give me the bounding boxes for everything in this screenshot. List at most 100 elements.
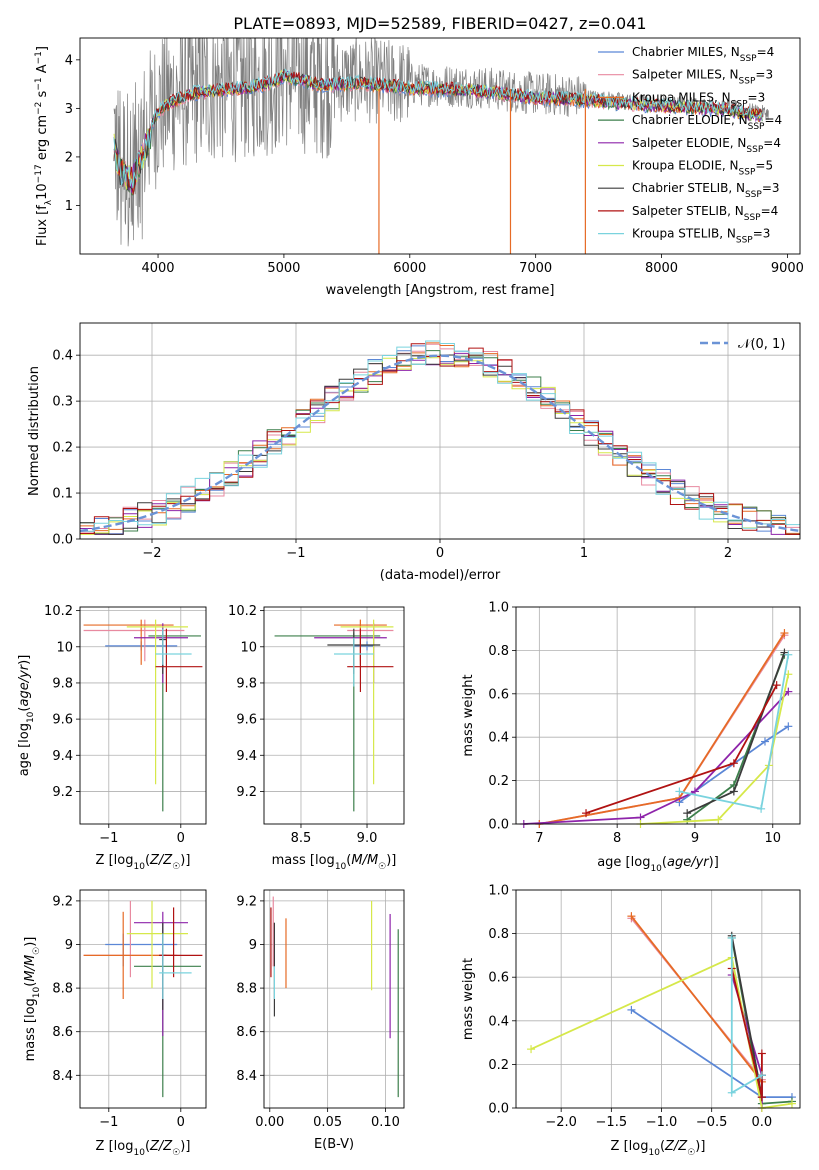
y-tick-label: 0.1 bbox=[52, 487, 73, 502]
residuals-frame bbox=[79, 322, 801, 540]
age_vs_mass-frame bbox=[263, 606, 405, 825]
x-axis-label: age [log10(age/yr)] bbox=[597, 855, 719, 874]
y-tick-label: 1 bbox=[65, 199, 73, 214]
y-axis-label: mass weight bbox=[461, 958, 476, 1040]
spectrum-legend: Chabrier MILES, NSSP=4 Salpeter MILES, NS… bbox=[598, 45, 782, 246]
x-tick-label: 2 bbox=[724, 546, 732, 561]
y-tick-label: 8.8 bbox=[236, 982, 257, 997]
x-tick-label: −1 bbox=[286, 546, 305, 561]
y-tick-label: 10 bbox=[240, 640, 257, 655]
x-tick-label: −1 bbox=[99, 831, 118, 846]
y-tick-label: 0.4 bbox=[488, 1014, 509, 1029]
x-axis-label: E(B-V) bbox=[314, 1137, 354, 1152]
y-tick-label: 9 bbox=[249, 938, 257, 953]
weight-series-line bbox=[539, 634, 786, 825]
x-tick-label: 8.5 bbox=[291, 831, 312, 846]
x-tick-label: −1.5 bbox=[596, 1115, 628, 1130]
x-axis-label: Z [log10(Z/Z☉)] bbox=[611, 1139, 706, 1158]
y-tick-label: 0.0 bbox=[488, 818, 509, 833]
normal-curve-line bbox=[80, 354, 800, 533]
legend-entry-label: 𝒩(0, 1) bbox=[738, 337, 785, 352]
weight-series-line bbox=[523, 690, 789, 825]
y-tick-label: 9.4 bbox=[236, 749, 257, 764]
weight-series-line bbox=[730, 935, 763, 1098]
y-tick-label: 8.6 bbox=[52, 1025, 73, 1040]
y-tick-label: 9.2 bbox=[236, 785, 257, 800]
age_vs_Z-axes: −1 0 9.2 9.4 9.6 9.8 10 10.2 Z [log10(Z/Z☉)] age … bbox=[17, 604, 206, 872]
x-axis-label: Z [log10(Z/Z☉)] bbox=[96, 1139, 191, 1158]
y-axis-label: age [log10(age/yr)] bbox=[17, 655, 36, 777]
legend-entry-label: Salpeter STELIB, NSSP=4 bbox=[632, 204, 778, 223]
x-tick-label: 0.00 bbox=[255, 1115, 284, 1130]
y-tick-label: 0.2 bbox=[488, 1058, 509, 1073]
x-axis-label: (data-model)/error bbox=[380, 568, 501, 583]
x-axis-label: mass [log10(M/M☉)] bbox=[272, 853, 397, 872]
y-tick-label: 9.6 bbox=[52, 713, 73, 728]
histogram-series bbox=[80, 340, 800, 532]
x-tick-label: 0.05 bbox=[313, 1115, 342, 1130]
x-tick-label: 7000 bbox=[519, 261, 552, 276]
y-tick-label: 0.8 bbox=[488, 644, 509, 659]
figure-title: PLATE=0893, MJD=52589, FIBERID=0427, z=0… bbox=[233, 14, 646, 33]
residuals-plot-area bbox=[80, 340, 800, 535]
y-tick-label: 1.0 bbox=[488, 884, 509, 899]
x-tick-label: 4000 bbox=[141, 261, 174, 276]
x-tick-label: 10 bbox=[764, 831, 781, 846]
age_vs_mass-plot-area bbox=[274, 619, 394, 812]
legend-entry-label: Chabrier ELODIE, NSSP=4 bbox=[632, 113, 782, 132]
age_vs_Z-plot-area bbox=[83, 619, 203, 812]
weight_vs_age-axes: 7 8 9 10 0.0 0.2 0.4 0.6 0.8 1.0 mass weight age [l… bbox=[461, 601, 800, 874]
x-tick-label: 0.10 bbox=[371, 1115, 400, 1130]
legend-entry-label: Kroupa STELIB, NSSP=3 bbox=[632, 227, 770, 246]
weight_vs_age-frame bbox=[515, 606, 801, 825]
y-tick-label: 9.2 bbox=[52, 894, 73, 909]
weight_vs_Z-frame bbox=[515, 889, 801, 1109]
x-tick-label: −1 bbox=[99, 1115, 118, 1130]
x-tick-label: 6000 bbox=[393, 261, 426, 276]
y-tick-label: 0.8 bbox=[488, 927, 509, 942]
x-tick-label: 9000 bbox=[771, 261, 804, 276]
age_vs_mass-axes: 8.5 9.0 9.2 9.4 9.6 9.8 10 10.2 mass [log10(M/M☉… bbox=[228, 604, 404, 872]
y-tick-label: 8.4 bbox=[236, 1069, 257, 1084]
mass_vs_Z-plot-area bbox=[83, 900, 203, 1098]
weight-series-line bbox=[686, 652, 786, 814]
spectrum-axes: 4000 5000 6000 7000 8000 9000 1 2 3 4 wavelength [… bbox=[34, 46, 804, 298]
legend-entry-label: Chabrier MILES, NSSP=4 bbox=[632, 45, 774, 64]
y-tick-label: 4 bbox=[65, 53, 73, 68]
weight_vs_Z-plot-area bbox=[527, 912, 796, 1112]
y-axis-label: mass weight bbox=[461, 674, 476, 756]
model-spectrum-line bbox=[113, 68, 763, 189]
y-tick-label: 0.0 bbox=[52, 533, 73, 548]
x-tick-label: −1.0 bbox=[646, 1115, 678, 1130]
y-tick-label: 9 bbox=[65, 938, 73, 953]
legend-entry-label: Kroupa MILES, NSSP=3 bbox=[632, 90, 765, 109]
y-tick-label: 0.6 bbox=[488, 687, 509, 702]
weight-series-line bbox=[640, 674, 790, 825]
y-tick-label: 0.0 bbox=[488, 1102, 509, 1117]
x-tick-label: −2 bbox=[142, 546, 161, 561]
y-tick-label: 10.2 bbox=[228, 604, 257, 619]
x-tick-label: 9.0 bbox=[357, 831, 378, 846]
x-axis-label: wavelength [Angstrom, rest frame] bbox=[326, 283, 555, 298]
spectrum-plot-area bbox=[113, 38, 769, 254]
weight_vs_age-plot-area bbox=[519, 629, 793, 828]
y-tick-label: 8.8 bbox=[52, 982, 73, 997]
y-tick-label: 10 bbox=[56, 640, 73, 655]
x-tick-label: −0.5 bbox=[696, 1115, 728, 1130]
residuals-legend: 𝒩(0, 1) bbox=[700, 337, 785, 352]
residuals-axes: −2 −1 0 1 2 0.0 0.1 0.2 0.3 0.4 (data-model)/error… bbox=[27, 323, 800, 583]
weight_vs_Z-axes: −2.0 −1.5 −1.0 −0.5 0.0 0.0 0.2 0.4 0.6 0.8 1.0 mas… bbox=[461, 884, 800, 1158]
legend-entry-label: Salpeter ELODIE, NSSP=4 bbox=[632, 136, 781, 155]
y-tick-label: 3 bbox=[65, 102, 73, 117]
y-axis-label: mass [log10(M/M☉)] bbox=[23, 937, 42, 1062]
x-tick-label: 7 bbox=[535, 831, 543, 846]
x-tick-label: 9 bbox=[691, 831, 699, 846]
y-tick-label: 0.2 bbox=[52, 441, 73, 456]
y-axis-label: Normed distribution bbox=[27, 366, 42, 496]
y-tick-label: 8.4 bbox=[52, 1069, 73, 1084]
x-tick-label: 0 bbox=[177, 831, 185, 846]
y-tick-label: 9.2 bbox=[52, 785, 73, 800]
weight-series-line bbox=[630, 915, 763, 1083]
